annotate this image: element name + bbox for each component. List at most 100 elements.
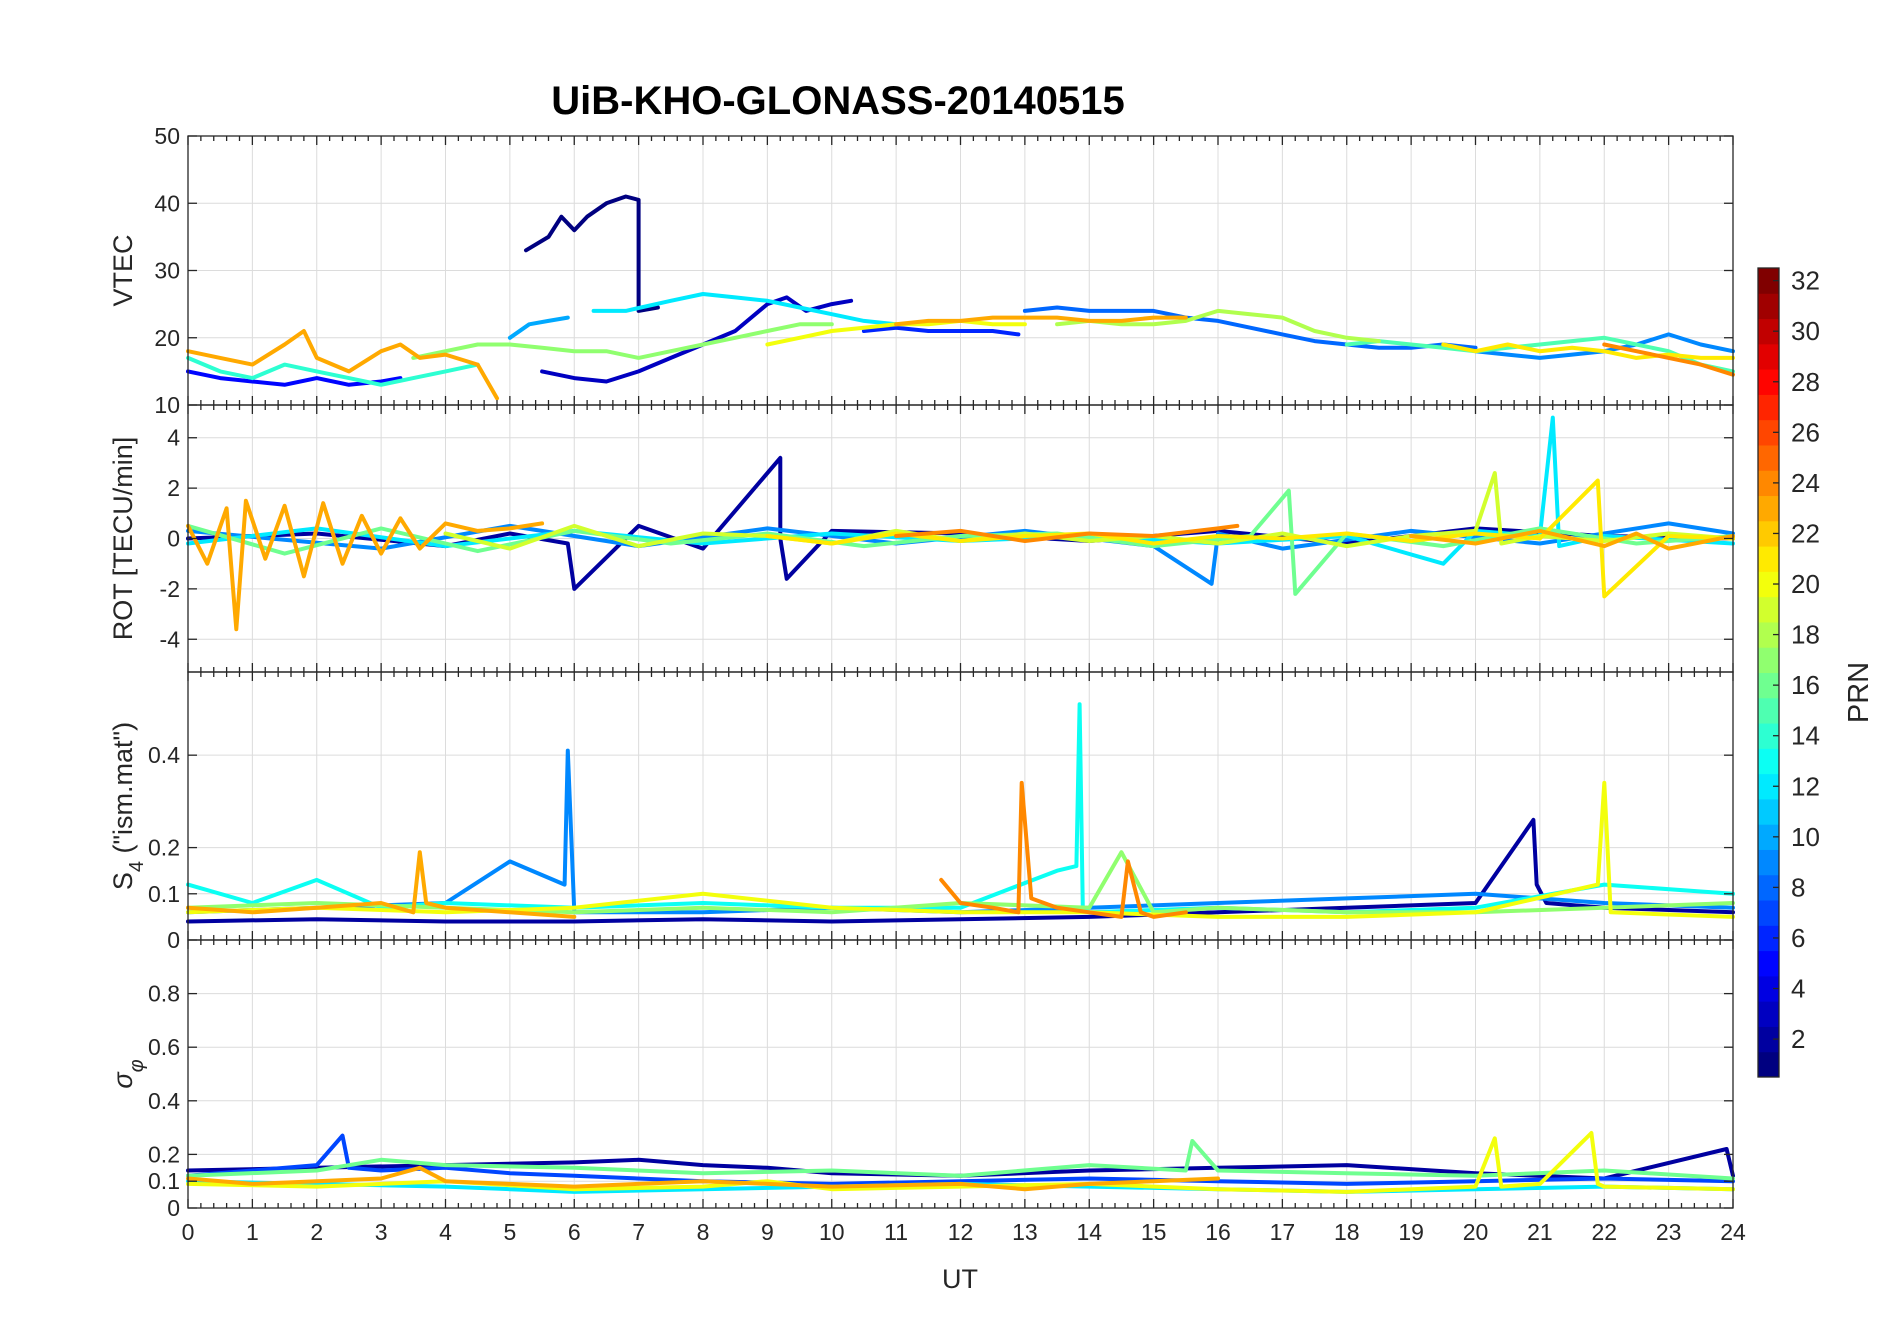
series-line-prn-14 — [186, 355, 480, 387]
colorbar-segment — [1758, 849, 1779, 876]
y-tick-label: 0.2 — [148, 1141, 180, 1167]
colorbar-tick-label: 22 — [1791, 518, 1820, 548]
x-tick-label: 18 — [1334, 1219, 1360, 1245]
y-axis-label: VTEC — [108, 234, 138, 306]
y-tick-label: 2 — [167, 475, 180, 501]
colorbar-segment — [1758, 293, 1779, 320]
colorbar-tick-label: 30 — [1791, 316, 1820, 346]
colorbar-segment — [1758, 546, 1779, 572]
x-tick-label: 6 — [568, 1219, 581, 1245]
x-tick-label: 16 — [1205, 1219, 1231, 1245]
panel-s4: 00.10.20.4S4 ("ism.mat") — [108, 671, 1735, 953]
grid — [187, 672, 1734, 941]
x-tick-label: 10 — [819, 1219, 845, 1245]
y-axis-label-sub: φ — [126, 1059, 148, 1072]
colorbar-tick-label: 8 — [1791, 872, 1805, 902]
y-axis-label-main: S — [108, 872, 138, 890]
y-tick-label: 0.4 — [148, 1088, 180, 1114]
y-axis-label: ROT [TECU/min] — [108, 437, 138, 641]
colorbar-segment — [1758, 773, 1779, 800]
y-tick-label: -2 — [160, 576, 180, 602]
colorbar-segment — [1758, 647, 1779, 673]
colorbar-segment — [1758, 343, 1779, 370]
colorbar-segment — [1758, 1001, 1779, 1027]
colorbar-segment — [1758, 798, 1779, 825]
series-group — [186, 194, 1735, 401]
x-tick-label: 15 — [1141, 1219, 1167, 1245]
tick-marks — [187, 405, 1734, 672]
x-axis-label: UT — [942, 1264, 978, 1294]
colorbar-tick-label: 14 — [1791, 721, 1820, 751]
panel-rot: -4 -2 0 2 4 ROT [TECU/min] — [108, 404, 1735, 673]
x-tick-label: 13 — [1012, 1219, 1038, 1245]
colorbar-segment — [1758, 571, 1779, 598]
series-line-prn-23 — [894, 315, 1188, 327]
series-line-prn-15 — [1344, 335, 1735, 374]
series-line-prn-8 — [1022, 305, 1478, 350]
series-line-prn-23 — [186, 850, 577, 919]
series-line-prn-10 — [507, 315, 570, 340]
x-tick-label: 2 — [310, 1219, 323, 1245]
x-tick-label: 12 — [948, 1219, 974, 1245]
series-line-prn-17 — [411, 322, 834, 360]
colorbar-segment — [1758, 1051, 1779, 1078]
colorbar-segment — [1758, 394, 1779, 421]
colorbar-segment — [1758, 874, 1779, 901]
colorbar-segment — [1758, 369, 1779, 395]
colorbar-segment — [1758, 495, 1779, 522]
colorbar-tick-label: 12 — [1791, 771, 1820, 801]
colorbar-tick-label: 6 — [1791, 923, 1805, 953]
colorbar-segment — [1758, 925, 1779, 952]
y-tick-label: 0.1 — [148, 881, 180, 907]
series-line-prn-16 — [186, 1139, 1735, 1181]
x-tick-label: 0 — [182, 1219, 195, 1245]
y-tick-label: 0 — [167, 526, 180, 552]
y-tick-label: 4 — [167, 425, 180, 451]
series-line-prn-7 — [186, 1133, 1735, 1186]
colorbar-tick-label: 24 — [1791, 468, 1820, 498]
series-group — [186, 702, 1735, 924]
x-tick-label: 19 — [1398, 1219, 1424, 1245]
panel-vtec: 10 20 30 40 50 VTEC — [108, 123, 1735, 418]
series-line-prn-23 — [186, 498, 545, 632]
colorbar-segment — [1758, 1026, 1779, 1053]
colorbar-segment — [1758, 520, 1779, 547]
x-tick-label: 14 — [1076, 1219, 1102, 1245]
colorbar-segment — [1758, 672, 1779, 699]
colorbar-tick-label: 2 — [1791, 1024, 1805, 1054]
colorbar-segment — [1758, 444, 1779, 471]
y-axis-label: S4 ("ism.mat") — [108, 722, 148, 890]
x-tick-label: 8 — [697, 1219, 710, 1245]
series-line-prn-21 — [765, 478, 1735, 599]
colorbar-segment — [1758, 748, 1779, 775]
y-tick-label: 0 — [167, 927, 180, 953]
x-tick-label: 4 — [439, 1219, 452, 1245]
x-tick-label: 22 — [1591, 1219, 1617, 1245]
colorbar-segment — [1758, 419, 1779, 446]
colorbar-segment — [1758, 900, 1779, 926]
colorbar-tick-label: 10 — [1791, 822, 1820, 852]
series-line-prn-21 — [1441, 342, 1735, 360]
colorbar-tick-label: 18 — [1791, 620, 1820, 650]
y-tick-label: 0.2 — [148, 835, 180, 861]
series-line-prn-24 — [939, 780, 1188, 919]
tick-marks — [187, 135, 1734, 406]
colorbar-segment — [1758, 824, 1779, 850]
grid — [187, 135, 1734, 406]
colorbar-segment — [1758, 697, 1779, 724]
y-tick-label: 0 — [167, 1195, 180, 1221]
x-tick-label: 3 — [375, 1219, 388, 1245]
colorbar-tick-label: 16 — [1791, 670, 1820, 700]
y-tick-label: 30 — [154, 258, 180, 284]
series-line-prn-24 — [894, 523, 1240, 543]
colorbar-tick-label: 28 — [1791, 367, 1820, 397]
y-axis-label-sub: 4 — [126, 861, 148, 872]
colorbar-tick-label: 26 — [1791, 417, 1820, 447]
series-group — [186, 415, 1735, 632]
colorbar-segment — [1758, 950, 1779, 977]
series-line-prn-6 — [861, 325, 1021, 337]
series-group — [186, 1131, 1735, 1194]
x-tick-label: 1 — [246, 1219, 259, 1245]
